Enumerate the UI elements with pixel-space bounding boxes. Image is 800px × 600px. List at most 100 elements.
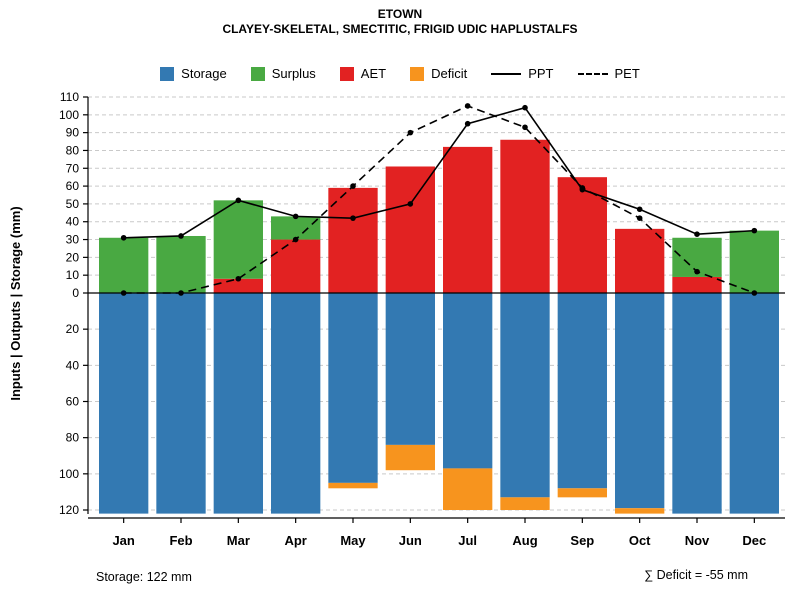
- month-label: May: [340, 533, 366, 548]
- month-label: Jul: [458, 533, 477, 548]
- y-axis-title: Inputs | Outputs | Storage (mm): [8, 206, 23, 400]
- pet-point: [636, 215, 643, 221]
- ppt-line-icon: [491, 72, 522, 75]
- month-label: Feb: [169, 533, 192, 548]
- month-label: Apr: [284, 533, 306, 548]
- ppt-point: [464, 120, 471, 127]
- pet-point: [579, 185, 586, 191]
- aet-bar: [672, 276, 722, 293]
- legend-item-pet: PET: [577, 66, 640, 81]
- y-tick-label: 0: [72, 286, 79, 300]
- water-balance-chart: 0 10 20 30 40 50 60 70 80 90 100 110 20 40 60 80 100 120 J…: [8, 90, 785, 548]
- aet-bar: [385, 166, 435, 293]
- storage-bar: [271, 293, 321, 514]
- month-label: Jun: [399, 533, 422, 548]
- surplus-bar: [156, 235, 206, 293]
- month-label: Sep: [570, 533, 594, 548]
- deficit-annotation: ∑ Deficit = -55 mm: [644, 568, 748, 582]
- ppt-point: [120, 234, 127, 241]
- surplus-bar: [99, 237, 149, 293]
- aet-bar: [500, 139, 550, 293]
- month-label: Oct: [629, 533, 651, 548]
- storage-swatch-icon: [160, 66, 175, 81]
- surplus-bar: [729, 230, 779, 293]
- ppt-point: [350, 215, 356, 221]
- pet-point: [464, 103, 471, 109]
- y-tick-label: 60: [66, 395, 80, 409]
- storage-bar: [500, 293, 550, 498]
- month-label: Jan: [112, 533, 134, 548]
- ppt-point: [292, 213, 299, 220]
- storage-bar: [156, 293, 206, 514]
- y-tick-label: 80: [66, 431, 80, 445]
- aet-bar: [271, 239, 321, 293]
- legend-item-ppt: PPT: [491, 66, 554, 81]
- y-tick-label: 110: [60, 90, 79, 104]
- aet-bar: [615, 228, 665, 293]
- surplus-swatch-icon: [250, 66, 265, 81]
- chart-subtitle: CLAYEY-SKELETAL, SMECTITIC, FRIGID UDIC …: [222, 22, 578, 36]
- deficit-swatch-icon: [410, 66, 425, 81]
- pet-point: [178, 290, 184, 296]
- ppt-point: [636, 206, 643, 213]
- aet-bar: [557, 177, 607, 293]
- storage-annotation: Storage: 122 mm: [96, 570, 192, 584]
- pet-point: [292, 236, 299, 243]
- legend: Storage Surplus AET Deficit PPT PET: [0, 66, 800, 81]
- storage-bar: [385, 293, 435, 445]
- month-label: Dec: [742, 533, 766, 548]
- ppt-point: [751, 227, 758, 234]
- pet-point: [694, 268, 700, 275]
- deficit-bar: [500, 497, 550, 510]
- storage-bar: [615, 293, 665, 509]
- deficit-bar: [328, 482, 378, 489]
- legend-item-surplus: Surplus: [250, 66, 316, 81]
- storage-bar: [99, 293, 149, 514]
- y-tick-label: 50: [66, 197, 80, 211]
- y-tick-label: 40: [66, 358, 80, 372]
- ppt-line: [123, 106, 755, 239]
- storage-bar: [328, 293, 378, 483]
- deficit-bar: [615, 508, 665, 514]
- y-tick-label: 120: [59, 503, 79, 517]
- month-label: Aug: [512, 533, 537, 548]
- surplus-bar: [213, 200, 263, 279]
- pet-line: [123, 105, 755, 294]
- chart-title: ETOWN: [377, 7, 423, 21]
- pet-point: [350, 183, 356, 189]
- ppt-point: [522, 104, 528, 111]
- storage-bar: [672, 293, 722, 514]
- y-tick-label: 30: [66, 233, 80, 247]
- aet-bar: [213, 278, 263, 293]
- legend-label-aet: AET: [360, 66, 387, 81]
- deficit-bar: [443, 468, 493, 510]
- storage-bar: [443, 293, 493, 469]
- pet-point: [751, 290, 758, 296]
- surplus-bar: [271, 216, 321, 240]
- legend-label-ppt: PPT: [528, 66, 554, 81]
- pet-point: [120, 290, 127, 296]
- aet-swatch-icon: [339, 66, 354, 81]
- legend-item-storage: Storage: [160, 66, 227, 81]
- ppt-point: [235, 197, 242, 204]
- y-tick-label: 40: [66, 215, 80, 229]
- ppt-point: [178, 233, 184, 239]
- pet-line-icon: [577, 72, 608, 75]
- storage-bar: [213, 293, 263, 514]
- y-tick-label: 90: [66, 126, 80, 140]
- y-tick-label: 60: [66, 179, 80, 193]
- pet-point: [522, 124, 528, 131]
- pet-point: [407, 129, 414, 136]
- ppt-point: [407, 201, 414, 207]
- aet-bar: [443, 146, 493, 293]
- deficit-bar: [557, 488, 607, 498]
- storage-bar: [557, 293, 607, 489]
- legend-label-pet: PET: [614, 66, 640, 81]
- legend-label-surplus: Surplus: [271, 66, 316, 81]
- legend-label-deficit: Deficit: [431, 66, 468, 81]
- y-tick-label: 100: [59, 108, 79, 122]
- month-label: Nov: [685, 533, 710, 548]
- aet-bar: [328, 187, 378, 293]
- y-tick-label: 20: [66, 250, 80, 264]
